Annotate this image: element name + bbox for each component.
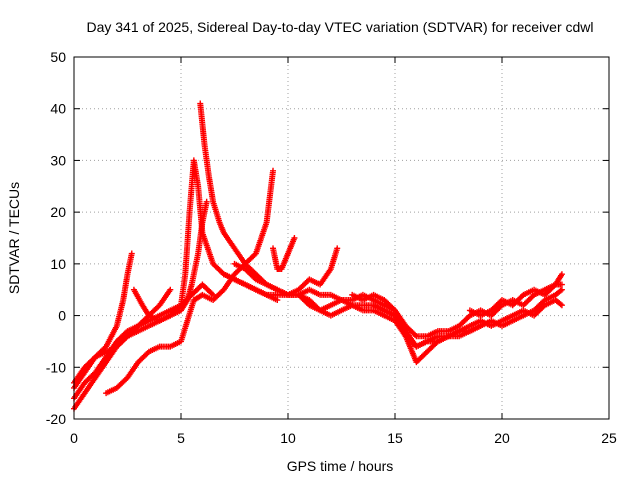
series-track-9: [231, 245, 341, 298]
y-axis-label: SDTVAR / TECUs: [6, 182, 22, 294]
series-track-8: [270, 235, 298, 273]
data-point-marker: [128, 250, 135, 257]
y-tick-label: 10: [50, 256, 66, 272]
x-tick-label: 20: [494, 430, 510, 446]
data-point-marker: [291, 235, 298, 241]
y-tick-label: 40: [50, 101, 66, 117]
data-point-marker: [558, 281, 565, 288]
y-tick-label: 0: [58, 308, 66, 324]
axis-ticks: 0 5 10 15 20 25 -20 -10 0 10 20 30 40 50: [46, 49, 617, 446]
x-tick-label: 0: [70, 430, 78, 446]
x-axis-label: GPS time / hours: [287, 458, 394, 474]
plot-frame: [73, 56, 610, 420]
data-point-marker: [558, 271, 565, 278]
grid-lines: [74, 57, 609, 419]
data-point-marker: [270, 167, 277, 174]
x-tick-label: 15: [387, 430, 403, 446]
series-track-5: [103, 167, 277, 397]
data-point-marker: [557, 287, 564, 294]
series-track-13: [370, 297, 565, 350]
series-track-14: [466, 281, 565, 319]
y-tick-label: -20: [46, 411, 66, 427]
data-point-marker: [557, 301, 564, 308]
data-point-marker: [558, 302, 565, 309]
data-point-marker: [334, 245, 341, 252]
data-point-marker: [167, 286, 174, 293]
y-tick-label: 50: [50, 49, 66, 65]
y-tick-label: 30: [50, 152, 66, 168]
y-tick-label: -10: [46, 359, 66, 375]
chart-title: Day 341 of 2025, Sidereal Day-to-day VTE…: [86, 19, 593, 35]
x-tick-label: 25: [601, 430, 617, 446]
x-tick-label: 5: [177, 430, 185, 446]
x-tick-label: 10: [280, 430, 296, 446]
y-tick-label: 20: [50, 204, 66, 220]
data-point-marker: [203, 198, 210, 205]
data-point-marker: [274, 297, 281, 304]
data-point-marker: [558, 286, 565, 293]
data-marks: [71, 100, 565, 412]
